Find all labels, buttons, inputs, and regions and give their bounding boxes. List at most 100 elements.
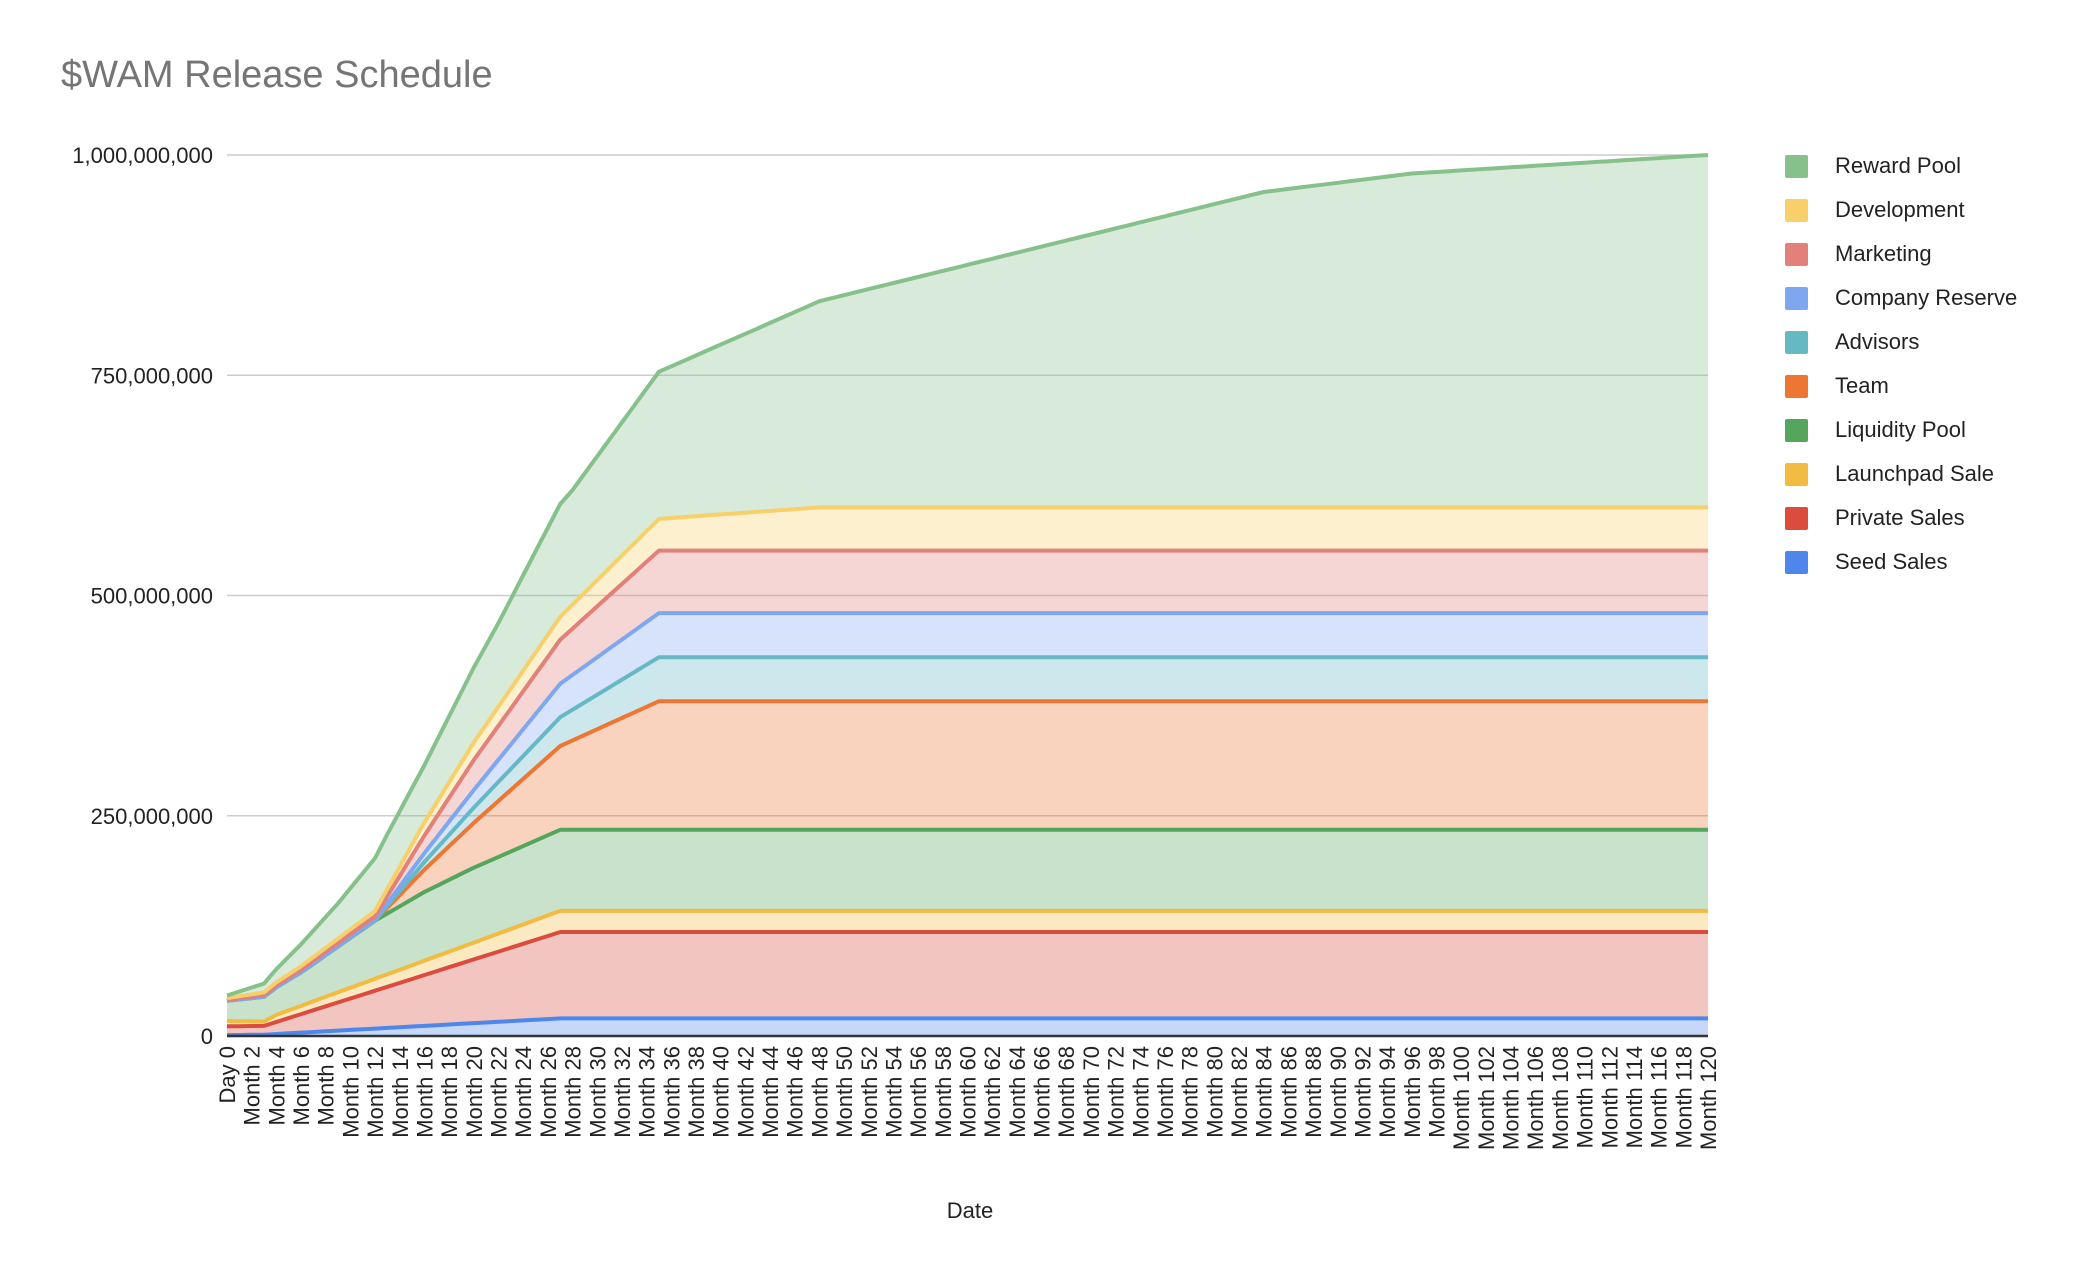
- legend-item-liquidity-pool[interactable]: Liquidity Pool: [1785, 408, 2017, 452]
- x-tick-label: Month 104: [1499, 1046, 1524, 1150]
- legend-label: Company Reserve: [1835, 285, 2018, 310]
- area-private-sales: [227, 932, 1708, 1036]
- x-tick-label: Month 76: [1153, 1046, 1178, 1138]
- x-tick-label: Month 58: [931, 1046, 956, 1138]
- x-tick-label: Month 44: [758, 1046, 783, 1138]
- x-tick-label: Month 10: [338, 1046, 363, 1138]
- legend-swatch: [1785, 418, 1808, 442]
- x-tick-label: Month 14: [388, 1046, 413, 1138]
- legend: Reward Pool Development Marketing Company R…: [1785, 144, 2017, 584]
- x-tick-label: Month 82: [1227, 1046, 1252, 1138]
- x-tick-label: Month 66: [1030, 1046, 1055, 1138]
- x-tick-label: Month 112: [1597, 1046, 1622, 1148]
- legend-label: Launchpad Sale: [1835, 461, 1995, 486]
- legend-item-private-sales[interactable]: Private Sales: [1785, 496, 2017, 540]
- x-tick-label: Month 40: [709, 1046, 734, 1138]
- x-tick-label: Month 46: [783, 1046, 808, 1138]
- x-tick-label: Month 26: [536, 1046, 561, 1138]
- y-tick-label: 750,000,000: [91, 363, 213, 388]
- legend-item-development[interactable]: Development: [1785, 188, 2017, 232]
- x-axis-title: Date: [946, 1198, 994, 1223]
- legend-label: Advisors: [1835, 329, 1920, 354]
- x-tick-label: Month 6: [289, 1046, 314, 1126]
- x-tick-label: Month 118: [1671, 1046, 1696, 1148]
- legend-item-company-reserve[interactable]: Company Reserve: [1785, 276, 2017, 320]
- x-tick-label: Month 106: [1523, 1046, 1548, 1150]
- areas: [227, 155, 1708, 1036]
- x-tick-label: Month 52: [857, 1046, 882, 1138]
- legend-label: Marketing: [1835, 241, 1932, 266]
- x-tick-label: Month 16: [412, 1046, 437, 1138]
- x-tick-label: Month 90: [1326, 1046, 1351, 1138]
- legend-swatch: [1785, 330, 1808, 354]
- x-tick-label: Month 56: [906, 1046, 931, 1138]
- line-liquidity-pool: [226, 827, 1708, 1003]
- x-tick-label: Month 54: [881, 1046, 906, 1138]
- x-tick-label: Month 88: [1301, 1046, 1326, 1138]
- legend-swatch: [1785, 506, 1808, 530]
- line-marketing: [226, 548, 1708, 1002]
- x-tick-label: Month 2: [240, 1046, 265, 1126]
- x-tick-label: Month 114: [1622, 1046, 1647, 1148]
- area-marketing: [227, 550, 1708, 1001]
- y-tick-label: 0: [201, 1024, 213, 1049]
- x-tick-label: Month 34: [635, 1046, 660, 1138]
- x-tick-label: Month 92: [1350, 1046, 1375, 1138]
- line-seed-sales: [226, 1016, 1708, 1038]
- x-tick-label: Month 38: [684, 1046, 709, 1138]
- legend-item-reward-pool[interactable]: Reward Pool: [1785, 144, 2017, 188]
- legend-item-team[interactable]: Team: [1785, 364, 2017, 408]
- legend-swatch: [1785, 242, 1808, 266]
- area-advisors: [227, 657, 1708, 1001]
- x-tick-label: Month 24: [511, 1046, 536, 1138]
- x-tick-label: Day 0: [215, 1046, 240, 1103]
- area-reward-pool: [227, 155, 1708, 999]
- legend-label: Reward Pool: [1835, 153, 1961, 178]
- x-tick-label: Month 48: [807, 1046, 832, 1138]
- x-tick-label: Month 32: [610, 1046, 635, 1138]
- legend-swatch: [1785, 154, 1808, 178]
- legend-swatch: [1785, 198, 1808, 222]
- x-tick-label: Month 18: [437, 1046, 462, 1138]
- line-development: [226, 505, 1708, 1001]
- x-tick-label: Month 22: [487, 1046, 512, 1138]
- x-tick-label: Month 36: [659, 1046, 684, 1138]
- legend-item-seed-sales[interactable]: Seed Sales: [1785, 540, 2017, 584]
- legend-label: Liquidity Pool: [1835, 417, 1966, 442]
- x-tick-label: Month 60: [956, 1046, 981, 1138]
- line-launchpad-sale: [226, 908, 1708, 1024]
- area-company-reserve: [227, 613, 1708, 1001]
- series-lines: [226, 153, 1709, 1038]
- x-tick-label: Month 12: [363, 1046, 388, 1138]
- line-team: [226, 699, 1708, 1003]
- x-tick-label: Month 100: [1449, 1046, 1474, 1150]
- legend-item-launchpad-sale[interactable]: Launchpad Sale: [1785, 452, 2017, 496]
- x-tick-label: Month 94: [1375, 1046, 1400, 1138]
- line-private-sales: [226, 930, 1708, 1029]
- area-seed-sales: [227, 1018, 1708, 1036]
- x-tick-label: Month 74: [1128, 1046, 1153, 1138]
- x-tick-label: Month 98: [1424, 1046, 1449, 1138]
- chart-title: $WAM Release Schedule: [61, 54, 493, 96]
- legend-label: Team: [1835, 373, 1889, 398]
- area-launchpad-sale: [227, 910, 1708, 1027]
- x-tick-label: Month 50: [832, 1046, 857, 1138]
- x-tick-label: Month 102: [1474, 1046, 1499, 1150]
- x-tick-label: Month 120: [1696, 1046, 1721, 1150]
- line-advisors: [226, 655, 1708, 1003]
- legend-label: Development: [1835, 197, 1965, 222]
- legend-swatch: [1785, 462, 1808, 486]
- y-tick-label: 250,000,000: [91, 804, 213, 829]
- x-tick-label: Month 30: [585, 1046, 610, 1138]
- x-tick-label: Month 28: [561, 1046, 586, 1138]
- legend-item-advisors[interactable]: Advisors: [1785, 320, 2017, 364]
- x-tick-label: Month 72: [1104, 1046, 1129, 1138]
- x-tick-label: Month 78: [1178, 1046, 1203, 1138]
- legend-item-marketing[interactable]: Marketing: [1785, 232, 2017, 276]
- y-tick-label: 500,000,000: [91, 584, 213, 609]
- legend-swatch: [1785, 374, 1808, 398]
- x-tick-label: Month 80: [1202, 1046, 1227, 1138]
- x-tick-label: Month 68: [1054, 1046, 1079, 1138]
- x-tick-label: Month 84: [1252, 1046, 1277, 1138]
